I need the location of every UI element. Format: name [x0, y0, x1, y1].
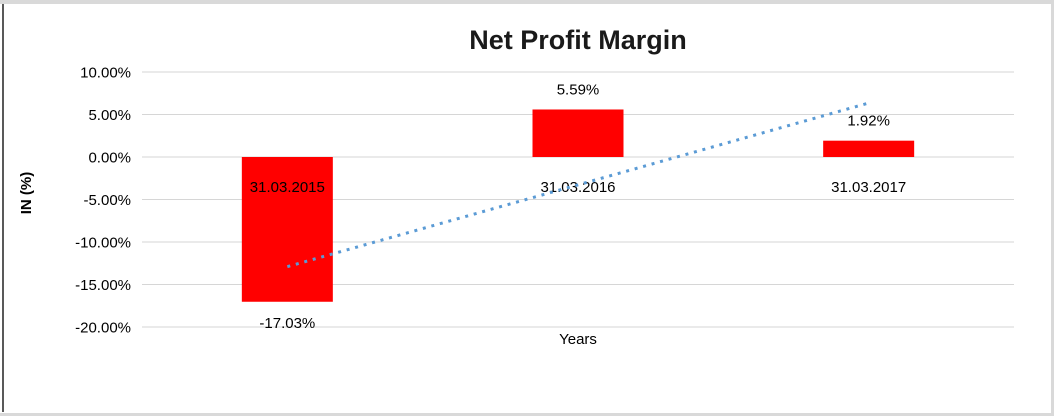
y-tick-label: 10.00% — [80, 65, 131, 82]
data-label: 1.92% — [847, 113, 890, 130]
frame-border-top — [0, 0, 1054, 4]
frame-border-right — [1051, 0, 1054, 416]
y-tick-label: 0.00% — [88, 150, 131, 167]
y-tick-label: 5.00% — [88, 107, 131, 124]
y-tick-label: -15.00% — [75, 277, 131, 294]
category-label: 31.03.2016 — [540, 179, 615, 196]
y-tick-label: -5.00% — [83, 192, 131, 209]
trendline — [286, 101, 870, 269]
data-label: -17.03% — [259, 315, 315, 332]
frame-border-left — [2, 4, 4, 412]
bar-31.03.2015 — [241, 157, 333, 302]
bar-31.03.2016 — [532, 109, 624, 157]
bar-31.03.2017 — [823, 140, 915, 157]
y-tick-label: -20.00% — [75, 320, 131, 337]
chart-title: Net Profit Margin — [469, 25, 687, 55]
category-label: 31.03.2015 — [250, 179, 325, 196]
frame-border-bottom — [0, 413, 1054, 416]
data-label: 5.59% — [557, 81, 600, 98]
category-label: 31.03.2017 — [831, 179, 906, 196]
x-axis-title: Years — [559, 331, 597, 348]
y-tick-label: -10.00% — [75, 235, 131, 252]
